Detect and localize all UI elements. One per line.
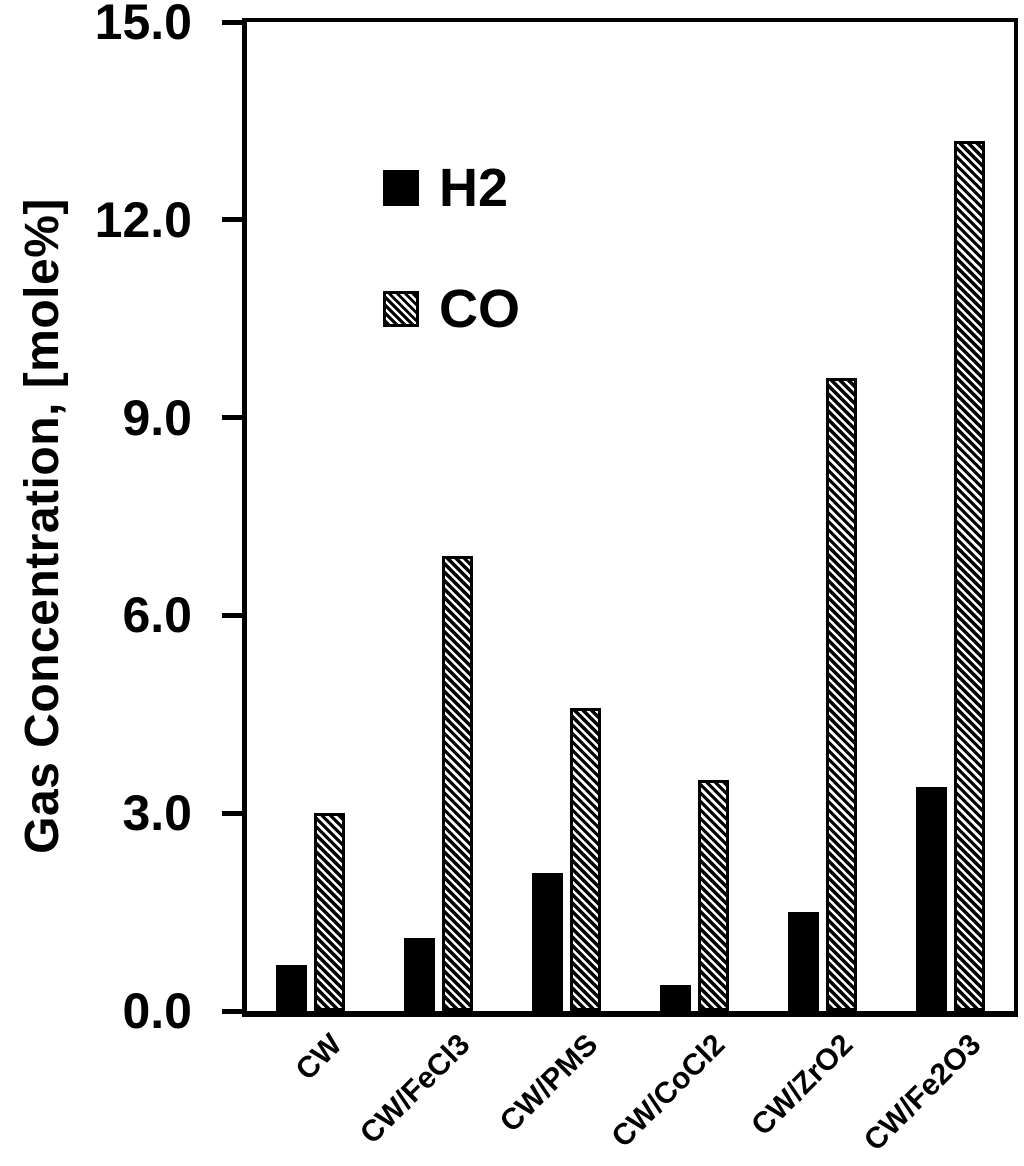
- y-tick-label: 12.0: [94, 192, 192, 248]
- legend-item-h2: H2: [383, 158, 520, 218]
- y-tick-mark: [222, 811, 242, 816]
- co-bar: [442, 556, 474, 1011]
- bar-group-cw-cocl2: [630, 22, 758, 1011]
- co-bar: [570, 707, 602, 1011]
- x-category-label: CW/ZrO2: [745, 1028, 860, 1143]
- co-bar: [697, 780, 729, 1011]
- y-tick-label: 15.0: [94, 0, 192, 50]
- y-tick-mark: [222, 415, 242, 420]
- bar-group-cw-pms: [503, 22, 631, 1011]
- y-tick-mark: [222, 1009, 242, 1014]
- co-hatch-swatch-icon: [383, 291, 419, 327]
- x-category-label: CW: [289, 1028, 349, 1087]
- y-tick-label: 3.0: [122, 785, 192, 841]
- h2-bar: [404, 938, 436, 1011]
- co-bar: [825, 378, 857, 1011]
- y-tick-label: 0.0: [122, 983, 192, 1039]
- x-category-label: CW/CoCl2: [605, 1028, 732, 1154]
- legend-label-co: CO: [439, 279, 520, 339]
- legend-label-h2: H2: [439, 158, 509, 218]
- h2-bar: [787, 912, 819, 1011]
- y-tick-mark: [222, 217, 242, 222]
- x-category-label: CW/PMS: [493, 1028, 605, 1139]
- legend: H2 CO: [383, 158, 520, 408]
- x-category-label: CW/Fe2O3: [857, 1028, 988, 1158]
- y-tick-mark: [222, 20, 242, 25]
- h2-bar: [659, 984, 691, 1011]
- y-tick-mark: [222, 613, 242, 618]
- bar-group-cw-fecl3: [375, 22, 503, 1011]
- y-tick-label: 9.0: [122, 390, 192, 446]
- h2-solid-swatch-icon: [383, 170, 419, 206]
- bar-groups: [247, 22, 1014, 1011]
- h2-bar: [276, 964, 308, 1011]
- h2-bar: [915, 786, 947, 1011]
- plot-area: H2 CO: [242, 18, 1018, 1017]
- co-bar: [314, 813, 346, 1011]
- h2-bar: [532, 872, 564, 1011]
- bar-group-cw: [247, 22, 375, 1011]
- bar-group-cw-fe2o3: [886, 22, 1014, 1011]
- co-bar: [953, 140, 985, 1011]
- x-category-label: CW/FeCl3: [353, 1028, 477, 1151]
- legend-item-co: CO: [383, 279, 520, 339]
- y-axis-title: Gas Concentration, [mole%]: [16, 198, 69, 854]
- y-tick-label: 6.0: [122, 587, 192, 643]
- bar-group-cw-zro2: [758, 22, 886, 1011]
